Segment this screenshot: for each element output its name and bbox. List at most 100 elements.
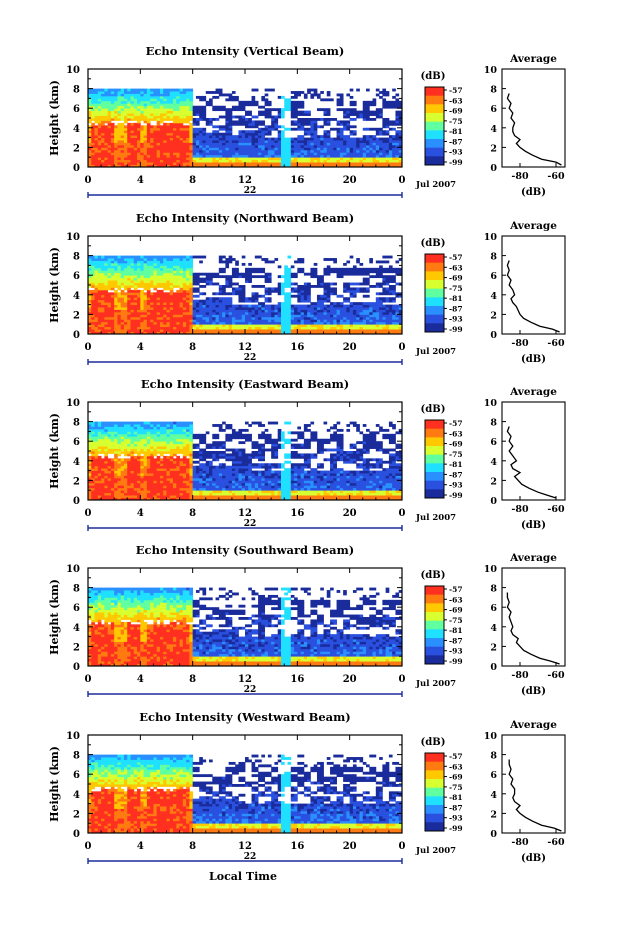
heatmap-cell [222,135,226,138]
heatmap-cell [130,294,135,298]
colorbar-frame [424,86,445,166]
heatmap-cell [146,103,151,107]
heatmap-cell [130,100,135,104]
heatmap-cell [254,311,259,315]
heatmap-cell [398,147,403,151]
heatmap-cell [287,100,292,104]
heatmap-cell [382,275,387,279]
heatmap-cell [343,311,347,315]
heatmap-cell [199,164,203,168]
heatmap-cell [176,267,180,271]
heatmap-cell [330,319,334,323]
heatmap-cell [169,285,174,288]
heatmap-cell [326,137,331,141]
heatmap-cell [107,311,112,315]
heatmap-cell [346,314,351,318]
heatmap-cell [173,267,177,271]
heatmap-cell [294,275,298,279]
heatmap-cell [251,88,256,92]
heatmap-cell [117,88,122,92]
heatmap-cell [362,304,367,308]
heatmap-cell [375,108,380,112]
heatmap-cell [143,140,148,143]
heatmap-cell [173,122,177,126]
heatmap-cell [235,314,239,318]
heatmap-cell [251,311,256,315]
heatmap-cell [202,309,207,313]
heatmap-cell [97,105,102,109]
heatmap-cell [189,326,194,330]
heatmap-cell [294,331,298,335]
heatmap-cell [91,91,95,94]
heatmap-cell [245,159,249,163]
heatmap-cell [133,282,138,286]
heatmap-cell [130,319,135,323]
heatmap-cell [379,314,383,318]
heatmap-cell [326,144,331,148]
heatmap-cell [218,115,223,119]
heatmap-cell [120,307,125,310]
heatmap-cell [382,164,387,168]
heatmap-cell [97,127,102,131]
heatmap-cell [143,307,148,310]
heatmap-cell [271,88,275,92]
heatmap-cell [356,326,360,330]
heatmap-cell [225,108,230,112]
heatmap-cell [169,255,174,259]
heatmap-cell [110,280,115,283]
heatmap-cell [323,287,328,291]
heatmap-cell [375,267,380,271]
heatmap-cell [258,294,262,298]
heatmap-cell [297,260,301,264]
heatmap-cell [137,302,141,305]
heatmap-cell [186,88,190,92]
heatmap-cell [215,157,220,161]
heatmap-cell [238,326,243,330]
heatmap-cell [127,285,131,288]
heatmap-cell [110,125,115,129]
heatmap-cell [238,292,243,296]
heatmap-cell [248,159,252,163]
heatmap-cell [205,302,210,305]
heatmap-cell [359,314,364,318]
heatmap-cell [251,292,256,296]
heatmap-cell [245,299,249,303]
heatmap-cell [287,294,292,298]
heatmap-cell [104,113,109,116]
heatmap-cell [222,159,226,163]
heatmap-cell [117,122,122,126]
heatmap-cell [336,314,341,318]
heatmap-cell [303,297,308,301]
heatmap-cell [287,321,292,325]
heatmap-cell [182,307,187,310]
heatmap-cell [300,319,305,323]
heatmap-cell [199,115,203,119]
heatmap-cell [248,122,252,126]
heatmap-cell [153,316,158,320]
heatmap-cell [169,297,174,301]
heatmap-cell [385,282,390,286]
heatmap-cell [336,159,341,163]
heatmap-cell [238,122,243,126]
heatmap-cell [385,149,390,153]
heatmap-cell [195,302,200,305]
heatmap-cell [307,140,311,143]
heatmap-cell [91,258,95,261]
heatmap-cell [382,277,387,281]
heatmap-cell [156,285,161,288]
heatmap-cell [225,93,230,97]
heatmap-cell [326,319,331,323]
heatmap-cell [330,159,334,163]
heatmap-cell [199,260,203,264]
heatmap-cell [209,103,213,107]
heatmap-cell [241,262,246,266]
heatmap-cell [114,262,118,266]
heatmap-cell [195,108,200,112]
heatmap-cell [392,144,396,148]
heatmap-cell [320,294,324,298]
heatmap-cell [123,137,128,141]
heatmap-cell [104,135,109,138]
heatmap-cell [264,299,269,303]
heatmap-cell [382,289,387,293]
